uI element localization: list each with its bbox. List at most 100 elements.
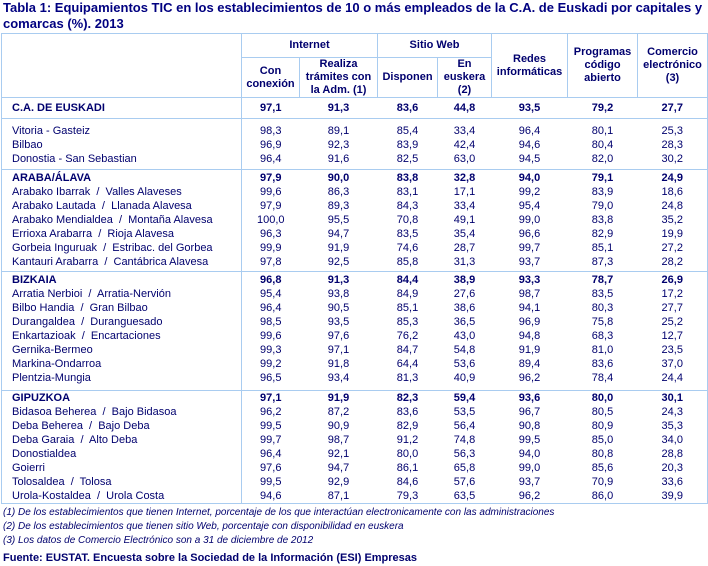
cell-value: 93,5: [327, 316, 350, 328]
cell-value: 39,9: [637, 489, 708, 504]
cell-value: 12,7: [637, 329, 708, 343]
cell-value: 85,0: [591, 434, 614, 446]
footnote: (1) De los establecimientos que tienen I…: [3, 507, 555, 518]
header-disponen: Disponen: [377, 57, 438, 98]
cell-value: 93,3: [518, 274, 541, 286]
row-label: Donostia - San Sebastian: [1, 152, 242, 166]
cell-value: 78,4: [591, 372, 614, 384]
cell-value: 85,8: [396, 256, 419, 268]
cell-value: 80,4: [591, 139, 614, 151]
cell-value: 33,4: [453, 200, 476, 212]
cell-value: 96,5: [260, 372, 282, 384]
table-row: Vitoria - Gasteiz 98,3 89,1 85,4 33,4 96,4 80,…: [1, 124, 708, 138]
cell-value: 53,6: [453, 358, 476, 370]
table-row: Arabako Mendialdea / Montaña Alavesa 100,…: [1, 213, 708, 227]
cell-value: 32,8: [453, 172, 476, 184]
cell-value: 86,3: [327, 186, 350, 198]
cell-value: 28,8: [637, 447, 708, 461]
cell-value: 97,6: [327, 330, 350, 342]
cell-value: 90,0: [327, 172, 350, 184]
row-label: Deba Garaia / Alto Deba: [1, 433, 242, 447]
cell-value: 84,3: [396, 200, 419, 212]
cell-value: 76,2: [396, 330, 419, 342]
cell-value: 87,2: [327, 406, 350, 418]
row-label: Vitoria - Gasteiz: [1, 124, 242, 138]
cell-value: 18,6: [637, 185, 708, 199]
row-label: BIZKAIA: [1, 273, 242, 287]
cell-value: 68,3: [591, 330, 614, 342]
cell-value: 83,5: [396, 228, 419, 240]
cell-value: 34,0: [637, 433, 708, 447]
cell-value: 96,2: [518, 372, 541, 384]
cell-value: 80,9: [591, 420, 614, 432]
cell-value: 56,4: [453, 420, 476, 432]
cell-value: 97,1: [260, 102, 282, 114]
footnotes: (1) De los establecimientos que tienen I…: [3, 506, 708, 548]
cell-value: 100,0: [256, 214, 285, 226]
cell-value: 91,9: [299, 390, 378, 405]
table-row: Donostialdea 96,4 92,1 80,0 56,3 94,0 80,8 28,8: [1, 447, 708, 461]
cell-value: 63,0: [453, 153, 476, 165]
cell-value: 99,7: [260, 434, 282, 446]
cell-value: 74,6: [396, 242, 419, 254]
row-label: Plentzia-Mungia: [1, 371, 242, 385]
cell-value: 42,4: [453, 139, 476, 151]
cell-value: 99,5: [260, 476, 282, 488]
cell-value: 97,9: [260, 200, 282, 212]
cell-value: 80,1: [591, 125, 614, 137]
cell-value: 30,2: [637, 152, 708, 166]
header-realiza-tramites: Realiza trámites con la Adm. (1): [299, 57, 378, 98]
cell-value: 99,9: [260, 242, 282, 254]
cell-value: 91,6: [327, 153, 350, 165]
row-label: Arabako Ibarrak / Valles Alaveses: [1, 185, 242, 199]
row-label: Arabako Mendialdea / Montaña Alavesa: [1, 213, 242, 227]
table-section: GIPUZKOA 97,1 91,9 82,3 59,4 93,6 80,0 30,1 Bida…: [1, 390, 708, 504]
table-row: Arratia Nerbioi / Arratia-Nervión 95,4 93,…: [1, 287, 708, 301]
row-label: C.A. DE EUSKADI: [1, 99, 242, 117]
cell-value: 98,3: [260, 125, 282, 137]
table-row: Gorbeia Inguruak / Estribac. del Gorbea 9…: [1, 241, 708, 255]
cell-value: 94,7: [327, 462, 350, 474]
cell-value: 40,9: [453, 372, 476, 384]
cell-value: 98,7: [327, 434, 350, 446]
cell-value: 79,1: [591, 172, 614, 184]
cell-value: 37,0: [637, 357, 708, 371]
ict-equipment-table: Internet Sitio Web Redes informáticas Pr…: [1, 33, 708, 504]
cell-value: 31,3: [453, 256, 476, 268]
cell-value: 92,3: [327, 139, 350, 151]
cell-value: 33,6: [637, 475, 708, 489]
cell-value: 96,4: [260, 153, 282, 165]
cell-value: 84,9: [396, 288, 419, 300]
cell-value: 95,5: [327, 214, 350, 226]
cell-value: 89,3: [327, 200, 350, 212]
cell-value: 94,8: [518, 330, 541, 342]
header-programas: Programas código abierto: [567, 33, 639, 98]
cell-value: 63,5: [437, 489, 492, 504]
cell-value: 97,1: [241, 390, 300, 405]
cell-value: 80,0: [396, 448, 419, 460]
row-label: Deba Beherea / Bajo Deba: [1, 419, 242, 433]
spacer-row: [1, 118, 708, 124]
cell-value: 20,3: [637, 461, 708, 475]
cell-value: 28,2: [637, 255, 708, 269]
cell-value: 82,5: [396, 153, 419, 165]
cell-value: 82,9: [396, 420, 419, 432]
cell-value: 80,5: [591, 406, 614, 418]
cell-value: 93,6: [491, 390, 568, 405]
cell-value: 83,1: [396, 186, 419, 198]
spacer-row: [1, 117, 708, 119]
cell-value: 95,4: [260, 288, 282, 300]
cell-value: 74,8: [453, 434, 476, 446]
header-internet: Internet: [241, 33, 378, 58]
table-section: ARABA/ÁLAVA 97,9 90,0 83,8 32,8 94,0 79,1 24,9 A…: [1, 169, 708, 272]
cell-value: 91,3: [327, 102, 350, 114]
cell-value: 82,3: [377, 390, 438, 405]
cell-value: 91,2: [396, 434, 419, 446]
cell-value: 93,4: [327, 372, 350, 384]
table-title: Tabla 1: Equipamientos TIC en los establ…: [3, 0, 703, 31]
row-label: Durangaldea / Duranguesado: [1, 315, 242, 329]
table-row: Bilbao 96,9 92,3 83,9 42,4 94,6 80,4 28,3: [1, 138, 708, 152]
cell-value: 99,3: [260, 344, 282, 356]
table-total-row: C.A. DE EUSKADI 97,1 91,3 83,6 44,8 93,5 79,2 2…: [1, 99, 708, 117]
table-section: C.A. DE EUSKADI 97,1 91,3 83,6 44,8 93,5 79,2 2…: [1, 97, 708, 119]
